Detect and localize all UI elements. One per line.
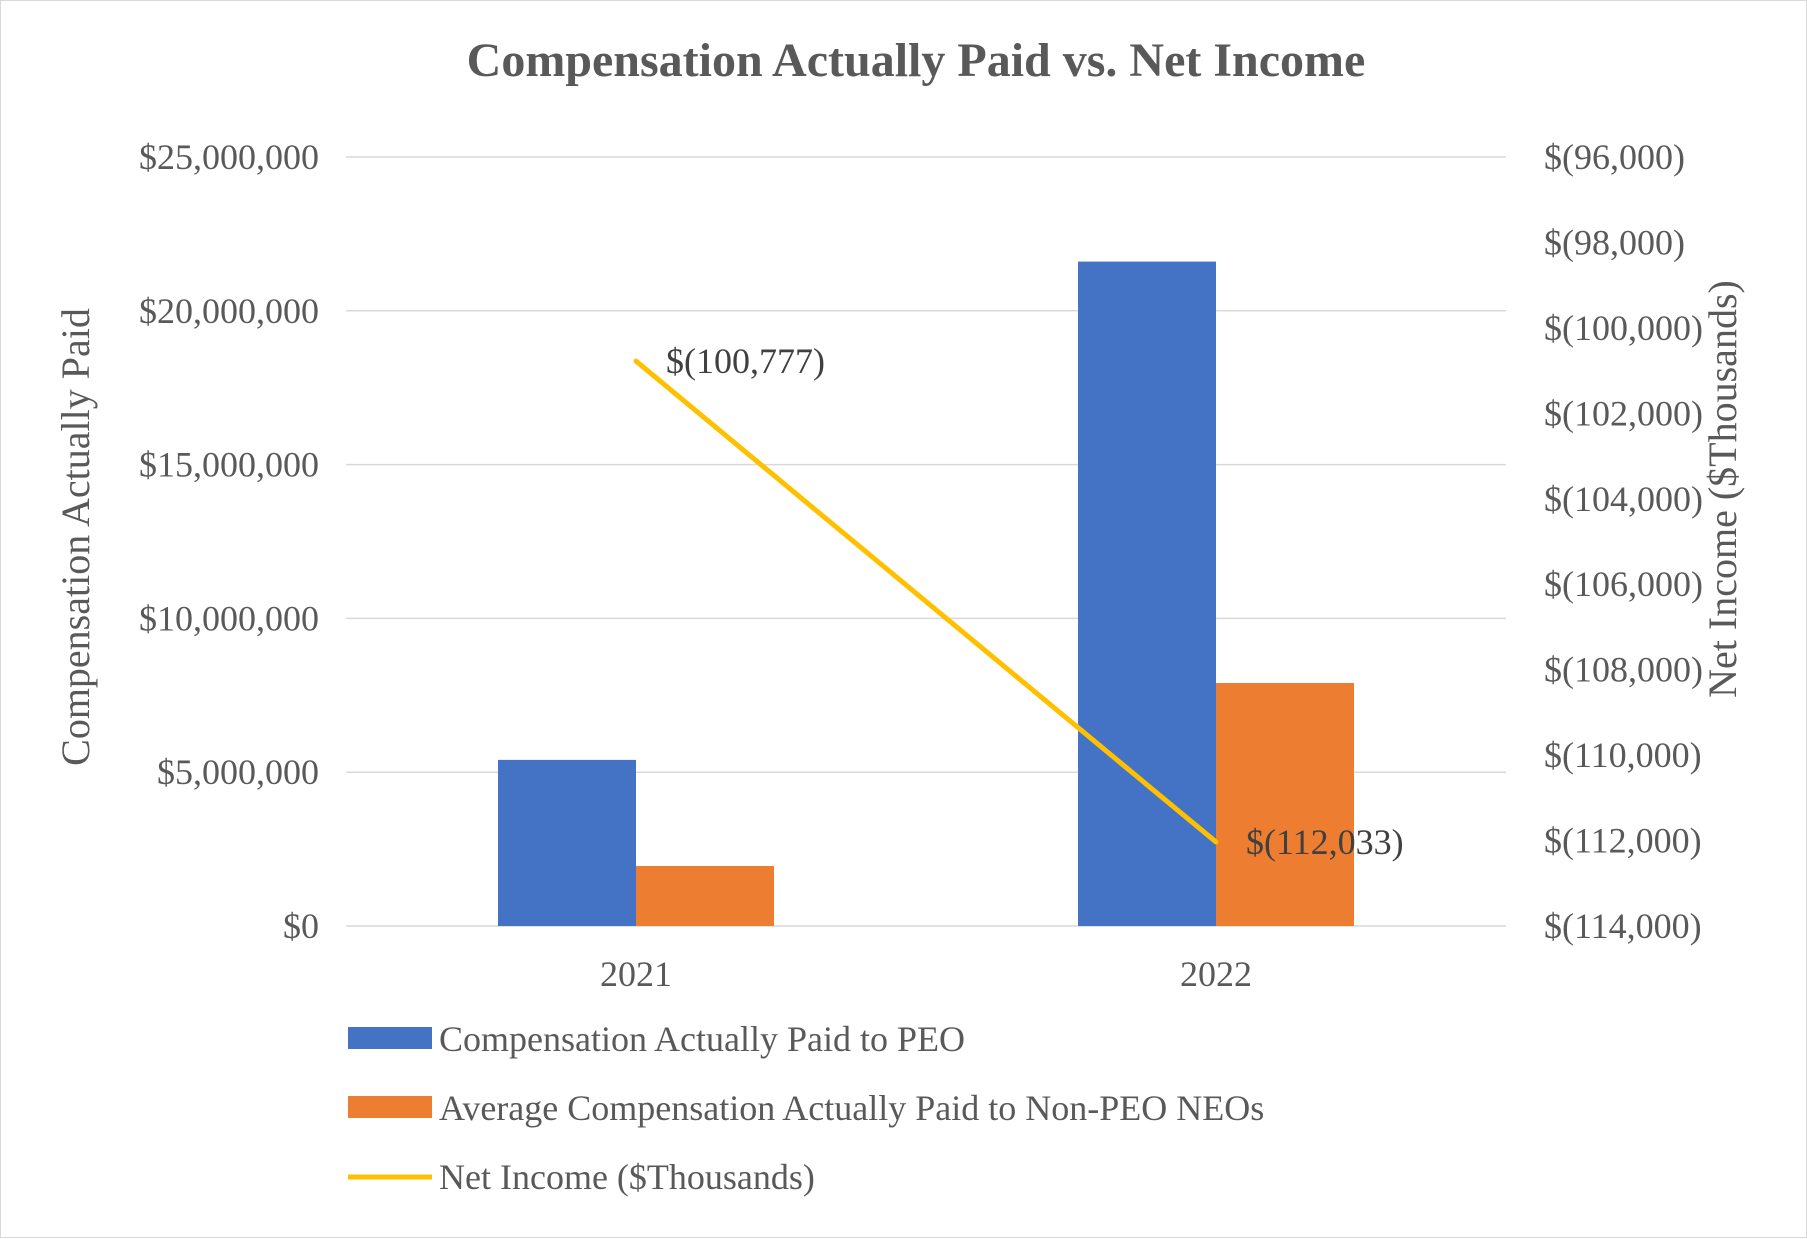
left-tick-label: $10,000,000	[139, 598, 319, 638]
x-axis-ticks: 2021 2022	[600, 954, 1252, 994]
left-tick-label: $15,000,000	[139, 445, 319, 485]
right-tick-label: $(96,000)	[1544, 137, 1685, 177]
right-axis-ticks: $(114,000) $(112,000) $(110,000) $(108,000)…	[1544, 137, 1703, 946]
net-income-line	[633, 358, 1219, 845]
chart-title: Compensation Actually Paid vs. Net Incom…	[467, 34, 1366, 87]
net-income-line-layer: $(100,777) $(112,033)	[633, 341, 1404, 862]
legend: Compensation Actually Paid to PEO Average…	[348, 1019, 1264, 1197]
x-tick-label: 2021	[600, 954, 672, 994]
legend-swatch-non-peo	[348, 1096, 432, 1118]
left-axis-ticks: $0 $5,000,000 $10,000,000 $15,000,000 $20,00…	[139, 137, 319, 946]
right-tick-label: $(106,000)	[1544, 564, 1703, 604]
bars	[498, 261, 1354, 927]
right-tick-label: $(98,000)	[1544, 222, 1685, 262]
bar-peo-2021	[498, 759, 636, 926]
right-tick-label: $(104,000)	[1544, 479, 1703, 519]
left-tick-label: $25,000,000	[139, 137, 319, 177]
right-tick-label: $(102,000)	[1544, 393, 1703, 433]
left-tick-label: $5,000,000	[157, 752, 319, 792]
right-tick-label: $(100,000)	[1544, 308, 1703, 348]
right-tick-label: $(112,000)	[1544, 821, 1702, 861]
left-axis-label: Compensation Actually Paid	[53, 308, 98, 766]
right-tick-label: $(108,000)	[1544, 650, 1703, 690]
legend-swatch-peo	[348, 1027, 432, 1049]
net-income-data-label: $(112,033)	[1246, 822, 1404, 862]
right-axis-label: Net Income ($Thousands)	[1700, 280, 1745, 698]
bar-non-peo-2022	[1216, 682, 1354, 926]
bar-peo-2022	[1078, 261, 1216, 927]
net-income-data-label: $(100,777)	[666, 341, 825, 381]
right-tick-label: $(114,000)	[1544, 906, 1702, 946]
left-tick-label: $0	[283, 906, 319, 946]
x-tick-label: 2022	[1180, 954, 1252, 994]
bar-non-peo-2021	[636, 866, 774, 926]
legend-label: Net Income ($Thousands)	[439, 1157, 815, 1197]
legend-label: Average Compensation Actually Paid to No…	[439, 1088, 1264, 1128]
left-tick-label: $20,000,000	[139, 291, 319, 331]
legend-label: Compensation Actually Paid to PEO	[439, 1019, 965, 1059]
right-tick-label: $(110,000)	[1544, 735, 1702, 775]
